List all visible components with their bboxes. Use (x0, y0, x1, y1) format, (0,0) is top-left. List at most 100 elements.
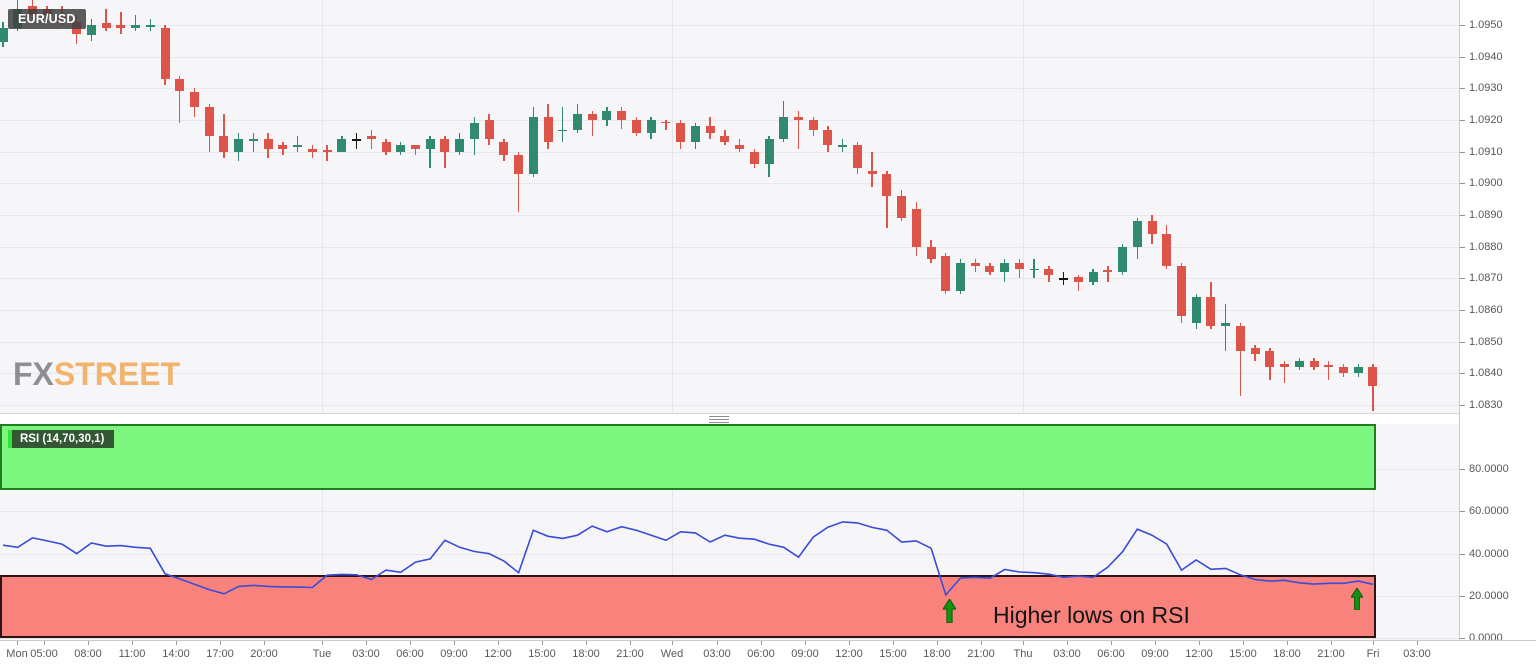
time-axis-label: 08:00 (74, 648, 102, 660)
price-axis-label: 1.0900 (1469, 177, 1503, 190)
candle-body (528, 116, 538, 174)
candle-body (160, 28, 170, 79)
candle-body (1280, 363, 1290, 368)
symbol-label[interactable]: EUR/USD (8, 9, 86, 29)
price-gridline (0, 215, 1459, 217)
pane-resize-handle-icon[interactable] (709, 416, 729, 423)
time-axis-tick (761, 641, 762, 645)
time-axis-label: 20:00 (250, 648, 278, 660)
price-axis-tick (1460, 341, 1465, 343)
candle-wick (1062, 272, 1065, 285)
price-gridline (0, 405, 1459, 407)
symbol-label-text: EUR/USD (18, 12, 76, 26)
price-gridline (0, 56, 1459, 58)
rsi-axis-tick (1460, 511, 1465, 513)
candle-body (956, 262, 965, 292)
price-pane[interactable]: EUR/USD FXSTREET (0, 0, 1459, 414)
price-axis-label: 1.0890 (1469, 209, 1503, 222)
candle-body (985, 265, 995, 273)
candle-body (941, 256, 951, 292)
time-axis-label: 06:00 (747, 648, 775, 660)
price-axis-tick (1460, 88, 1465, 90)
candle-wick (886, 170, 888, 228)
candle-wick (252, 132, 255, 152)
price-axis-label: 1.0860 (1469, 304, 1503, 317)
time-axis-label: 09:00 (791, 648, 819, 660)
time-axis-label: Tue (312, 648, 332, 660)
time-axis-tick (630, 641, 631, 645)
day-gridline (672, 0, 673, 413)
rsi-indicator-label-text: RSI (14,70,30,1) (20, 433, 105, 445)
candle-wick (797, 110, 800, 149)
candle-wick (120, 12, 122, 35)
candle-wick (841, 139, 844, 152)
time-axis-tick (44, 641, 45, 645)
candle-body (867, 170, 877, 174)
candle-wick (370, 129, 372, 149)
rsi-oversold-band (0, 574, 1376, 639)
time-axis-tick (1243, 641, 1244, 645)
candle-body (1191, 297, 1201, 323)
rsi-axis-tick (1460, 595, 1465, 597)
candle-body (779, 116, 789, 139)
candle-body (838, 145, 848, 147)
time-axis-label: 03:00 (352, 648, 380, 660)
candle-body (749, 151, 759, 165)
candle-body (720, 135, 730, 143)
candle-body (808, 120, 818, 130)
price-axis-tick (1460, 25, 1465, 26)
candle-body (1118, 246, 1128, 273)
day-gridline (322, 424, 323, 640)
time-axis[interactable]: Mon 05:00 08:00 11:00 14:00 17:00 20:00 Tue 03:0… (0, 640, 1536, 665)
candle-body (381, 142, 391, 152)
candle-body (425, 139, 435, 149)
time-axis-label: 05:00 (30, 648, 58, 660)
candle-wick (1283, 360, 1286, 383)
price-axis-label: 1.0930 (1469, 82, 1503, 95)
candle-wick (149, 18, 151, 32)
candle-body (337, 139, 347, 152)
candle-body (234, 139, 244, 152)
candle-body (1265, 351, 1275, 368)
rsi-axis-label: 80.0000 (1469, 462, 1509, 475)
time-axis-label: Mon (6, 648, 28, 660)
candle-body (293, 145, 303, 147)
rsi-pane[interactable]: RSI (14,70,30,1) Higher lows on RSI (0, 424, 1459, 640)
candle-body (970, 262, 980, 266)
time-axis-label: 18:00 (572, 648, 600, 660)
candle-wick (296, 135, 299, 152)
candle-body (1132, 221, 1142, 247)
time-axis-label: 03:00 (703, 648, 731, 660)
candle-body (1235, 325, 1245, 352)
candle-body (116, 25, 126, 29)
day-gridline (672, 424, 673, 640)
candle-body (204, 107, 214, 136)
candle-body (484, 120, 494, 139)
candle-wick (311, 145, 314, 158)
time-axis-tick (542, 641, 543, 645)
price-axis[interactable]: 1.0950 1.0940 1.0930 1.0920 1.0910 1.0900 1.08… (1459, 0, 1536, 644)
rsi-axis-tick (1460, 638, 1465, 640)
price-axis-label: 1.0880 (1469, 240, 1503, 253)
candle-body (926, 246, 936, 260)
candle-body (882, 173, 892, 196)
time-axis-label: 18:00 (923, 648, 951, 660)
candle-body (145, 25, 155, 27)
pane-separator[interactable] (0, 414, 1459, 424)
time-axis-tick (1023, 641, 1024, 645)
time-axis-label: 09:00 (440, 648, 468, 660)
rsi-line-chart (2, 521, 1374, 597)
rsi-indicator-label[interactable]: RSI (14,70,30,1) (8, 430, 115, 448)
candle-body (793, 116, 803, 120)
time-axis-tick (1199, 641, 1200, 645)
time-axis-tick (586, 641, 587, 645)
time-axis-label: 06:00 (396, 648, 424, 660)
candle-wick (223, 113, 225, 158)
candle-body (1103, 270, 1113, 273)
time-axis-tick (937, 641, 938, 645)
candle-body (690, 126, 700, 143)
time-axis-label: 12:00 (835, 648, 863, 660)
candle-body (735, 145, 745, 149)
price-axis-label: 1.0950 (1469, 19, 1503, 31)
